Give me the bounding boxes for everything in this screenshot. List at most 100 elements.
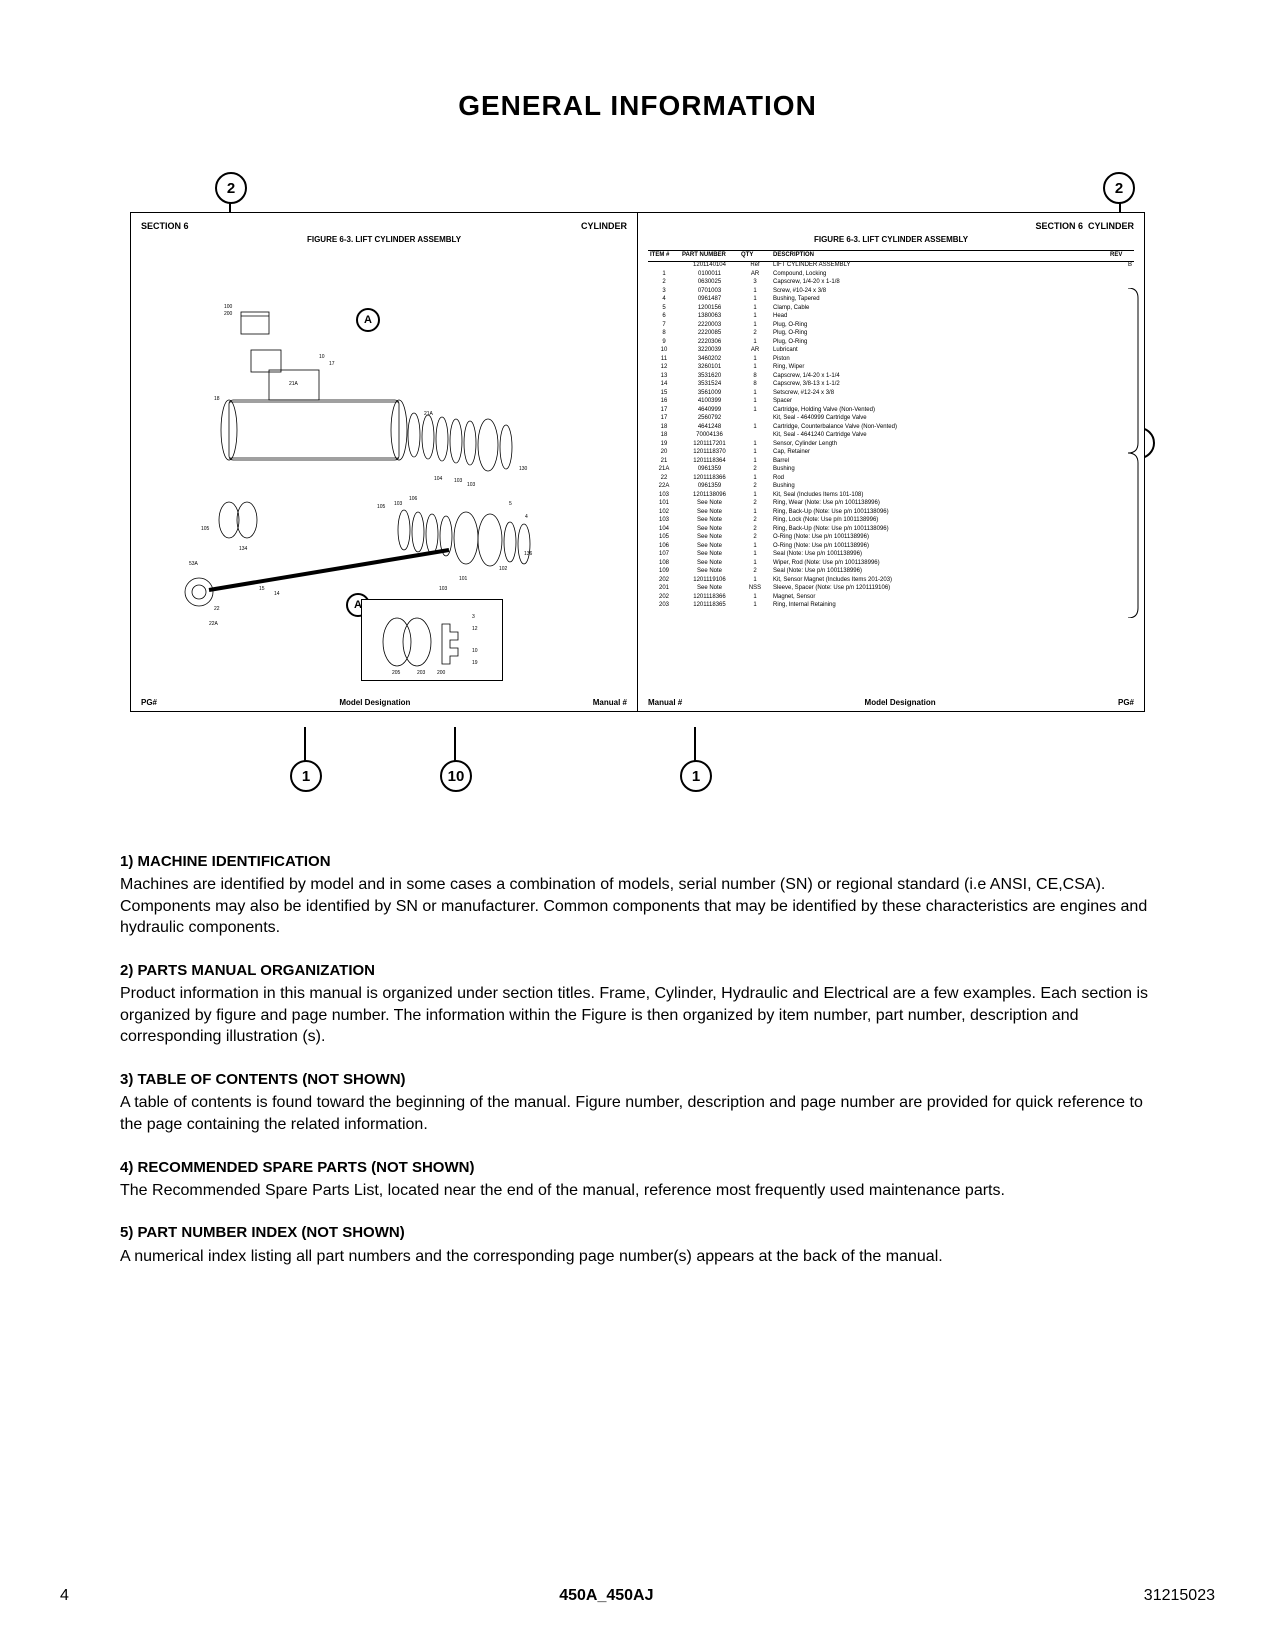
svg-text:12: 12 bbox=[472, 626, 478, 632]
table-row: 922203061Plug, O-Ring bbox=[648, 338, 1134, 347]
panel-right: SECTION 6 CYLINDER FIGURE 6-3. LIFT CYLI… bbox=[637, 213, 1144, 711]
table-row: 2212011183661Rod bbox=[648, 474, 1134, 483]
svg-text:4: 4 bbox=[525, 514, 528, 520]
callout-10-bottom: 10 bbox=[440, 760, 472, 792]
svg-text:21A: 21A bbox=[424, 411, 434, 417]
section: 4) RECOMMENDED SPARE PARTS (NOT SHOWN)Th… bbox=[120, 1158, 1155, 1202]
table-row: 107See Note1Seal (Note: Use p/n 10011389… bbox=[648, 551, 1134, 560]
table-row: 101See Note2Ring, Wear (Note: Use p/n 10… bbox=[648, 500, 1134, 509]
svg-text:10: 10 bbox=[319, 354, 325, 360]
table-row: 108See Note1Wiper, Rod (Note: Use p/n 10… bbox=[648, 559, 1134, 568]
table-row: 2112011183641Barrel bbox=[648, 457, 1134, 466]
svg-text:200: 200 bbox=[437, 670, 446, 676]
svg-text:101: 101 bbox=[459, 576, 468, 582]
panel-left: SECTION 6 CYLINDER FIGURE 6-3. LIFT CYLI… bbox=[131, 213, 637, 711]
table-row: 822200852Plug, O-Ring bbox=[648, 330, 1134, 339]
table-row: 172560792Kit, Seal - 4640999 Cartridge V… bbox=[648, 415, 1134, 424]
table-row: 109See Note2Seal (Note: Use p/n 10011389… bbox=[648, 568, 1134, 577]
svg-text:134: 134 bbox=[239, 546, 248, 552]
table-row: 201See NoteNSSSleeve, Spacer (Note: Use … bbox=[648, 585, 1134, 594]
section-heading: 3) TABLE OF CONTENTS (NOT SHOWN) bbox=[120, 1070, 1155, 1090]
footer-page-num: 4 bbox=[60, 1587, 69, 1605]
section-body: The Recommended Spare Parts List, locate… bbox=[120, 1180, 1155, 1202]
parts-table: ITEM # PART NUMBER QTY DESCRIPTION REV 1… bbox=[648, 250, 1134, 610]
inset-detail-a: 3 12 10 19 203 205 200 bbox=[361, 599, 503, 681]
callout-1-right: 1 bbox=[680, 760, 712, 792]
panel-right-figtitle: FIGURE 6-3. LIFT CYLINDER ASSEMBLY bbox=[648, 235, 1134, 244]
svg-text:102: 102 bbox=[499, 566, 508, 572]
table-row: 20212011191061Kit, Sensor Magnet (Includ… bbox=[648, 576, 1134, 585]
svg-text:105: 105 bbox=[201, 526, 210, 532]
panel-left-subject: CYLINDER bbox=[581, 221, 627, 231]
table-row: 103220039ARLubricant bbox=[648, 347, 1134, 356]
section-heading: 1) MACHINE IDENTIFICATION bbox=[120, 852, 1155, 872]
svg-text:203: 203 bbox=[417, 670, 426, 676]
table-row: 409614871Bushing, Tapered bbox=[648, 296, 1134, 305]
section: 1) MACHINE IDENTIFICATIONMachines are id… bbox=[120, 852, 1155, 939]
table-row: 1846412481Cartridge, Counterbalance Valv… bbox=[648, 423, 1134, 432]
svg-text:17: 17 bbox=[329, 361, 335, 367]
panel-left-model: Model Designation bbox=[339, 698, 410, 707]
panel-right-pg: PG# bbox=[1118, 698, 1134, 707]
callout-2-right: 2 bbox=[1103, 172, 1135, 204]
table-row: 20312011183651Ring, Internal Retaining bbox=[648, 602, 1134, 611]
diagram-zone: 2 2 10 6 7 8 9 1 10 1 SECTION 6 CYLINDER… bbox=[120, 172, 1155, 792]
footer-doc-num: 31215023 bbox=[1144, 1587, 1215, 1605]
svg-text:3: 3 bbox=[472, 614, 475, 620]
panel-right-manual: Manual # bbox=[648, 698, 682, 707]
table-row: 106See Note1O-Ring (Note: Use p/n 100113… bbox=[648, 542, 1134, 551]
table-ref-row: 1201140104 Ref LIFT CYLINDER ASSEMBLY B bbox=[648, 261, 1134, 270]
svg-text:106: 106 bbox=[409, 496, 418, 502]
svg-text:103: 103 bbox=[394, 501, 403, 507]
svg-text:15: 15 bbox=[259, 586, 265, 592]
svg-text:19: 19 bbox=[472, 660, 478, 666]
svg-text:53A: 53A bbox=[189, 561, 199, 567]
panel-left-pg: PG# bbox=[141, 698, 157, 707]
footer-model: 450A_450AJ bbox=[559, 1587, 653, 1605]
table-row: 1535610091Setscrew, #12-24 x 3/8 bbox=[648, 389, 1134, 398]
section-body: Product information in this manual is or… bbox=[120, 983, 1155, 1048]
table-row: 105See Note2O-Ring (Note: Use p/n 100113… bbox=[648, 534, 1134, 543]
table-row: 10100011ARCompound, Locking bbox=[648, 270, 1134, 279]
table-row: 10312011380961Kit, Seal (Includes Items … bbox=[648, 491, 1134, 500]
table-row: 1912011172011Sensor, Cylinder Length bbox=[648, 440, 1134, 449]
svg-text:5: 5 bbox=[509, 501, 512, 507]
table-row: 1435315248Capscrew, 3/8-13 x 1-1/2 bbox=[648, 381, 1134, 390]
table-row: 1232601011Ring, Wiper bbox=[648, 364, 1134, 373]
svg-text:104: 104 bbox=[434, 476, 443, 482]
table-row: 613800631Head bbox=[648, 313, 1134, 322]
callout-1-left: 1 bbox=[290, 760, 322, 792]
table-row: 1335316208Capscrew, 1/4-20 x 1-1/4 bbox=[648, 372, 1134, 381]
table-row: 1870004136Kit, Seal - 4641240 Cartridge … bbox=[648, 432, 1134, 441]
section-body: A numerical index listing all part numbe… bbox=[120, 1246, 1155, 1268]
table-row: 20212011183661Magnet, Sensor bbox=[648, 593, 1134, 602]
svg-text:136: 136 bbox=[524, 551, 533, 557]
page-footer: 4 450A_450AJ 31215023 bbox=[60, 1587, 1215, 1605]
svg-text:105: 105 bbox=[377, 504, 386, 510]
table-row: 722200031Plug, O-Ring bbox=[648, 321, 1134, 330]
table-row: 2012011183701Cap, Retainer bbox=[648, 449, 1134, 458]
svg-text:205: 205 bbox=[392, 670, 401, 676]
callout-2-left: 2 bbox=[215, 172, 247, 204]
table-row: 104See Note2Ring, Back-Up (Note: Use p/n… bbox=[648, 525, 1134, 534]
table-row: 1134602021Piston bbox=[648, 355, 1134, 364]
svg-text:103: 103 bbox=[467, 482, 476, 488]
section-heading: 4) RECOMMENDED SPARE PARTS (NOT SHOWN) bbox=[120, 1158, 1155, 1178]
svg-text:21A: 21A bbox=[289, 381, 299, 387]
svg-text:22A: 22A bbox=[209, 621, 219, 627]
svg-text:18: 18 bbox=[214, 396, 220, 402]
svg-text:103: 103 bbox=[454, 478, 463, 484]
table-row: 206300253Capscrew, 1/4-20 x 1-1/8 bbox=[648, 279, 1134, 288]
table-row: 512001561Clamp, Cable bbox=[648, 304, 1134, 313]
brace-8 bbox=[1126, 288, 1140, 618]
svg-text:103: 103 bbox=[439, 586, 448, 592]
section-body: Machines are identified by model and in … bbox=[120, 874, 1155, 939]
section-body: A table of contents is found toward the … bbox=[120, 1092, 1155, 1135]
panel-left-section: SECTION 6 bbox=[141, 221, 189, 231]
page-title: GENERAL INFORMATION bbox=[120, 90, 1155, 122]
section: 5) PART NUMBER INDEX (NOT SHOWN)A numeri… bbox=[120, 1223, 1155, 1267]
panel-right-model: Model Designation bbox=[865, 698, 936, 707]
sections: 1) MACHINE IDENTIFICATIONMachines are id… bbox=[120, 852, 1155, 1267]
exploded-drawing: 100 200 10 17 21A 18 105 134 53A 22 22A bbox=[141, 250, 627, 630]
table-row: 307010031Screw, #10-24 x 3/8 bbox=[648, 287, 1134, 296]
